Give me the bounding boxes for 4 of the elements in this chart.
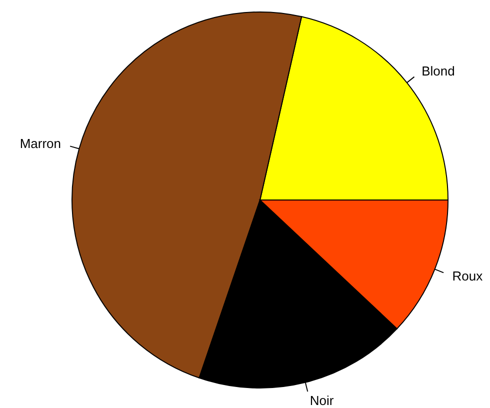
slice-label: Blond [422,64,455,79]
slice-label: Roux [452,268,484,284]
slice-label: Marron [20,136,62,152]
slice-label: Noir [310,393,334,408]
